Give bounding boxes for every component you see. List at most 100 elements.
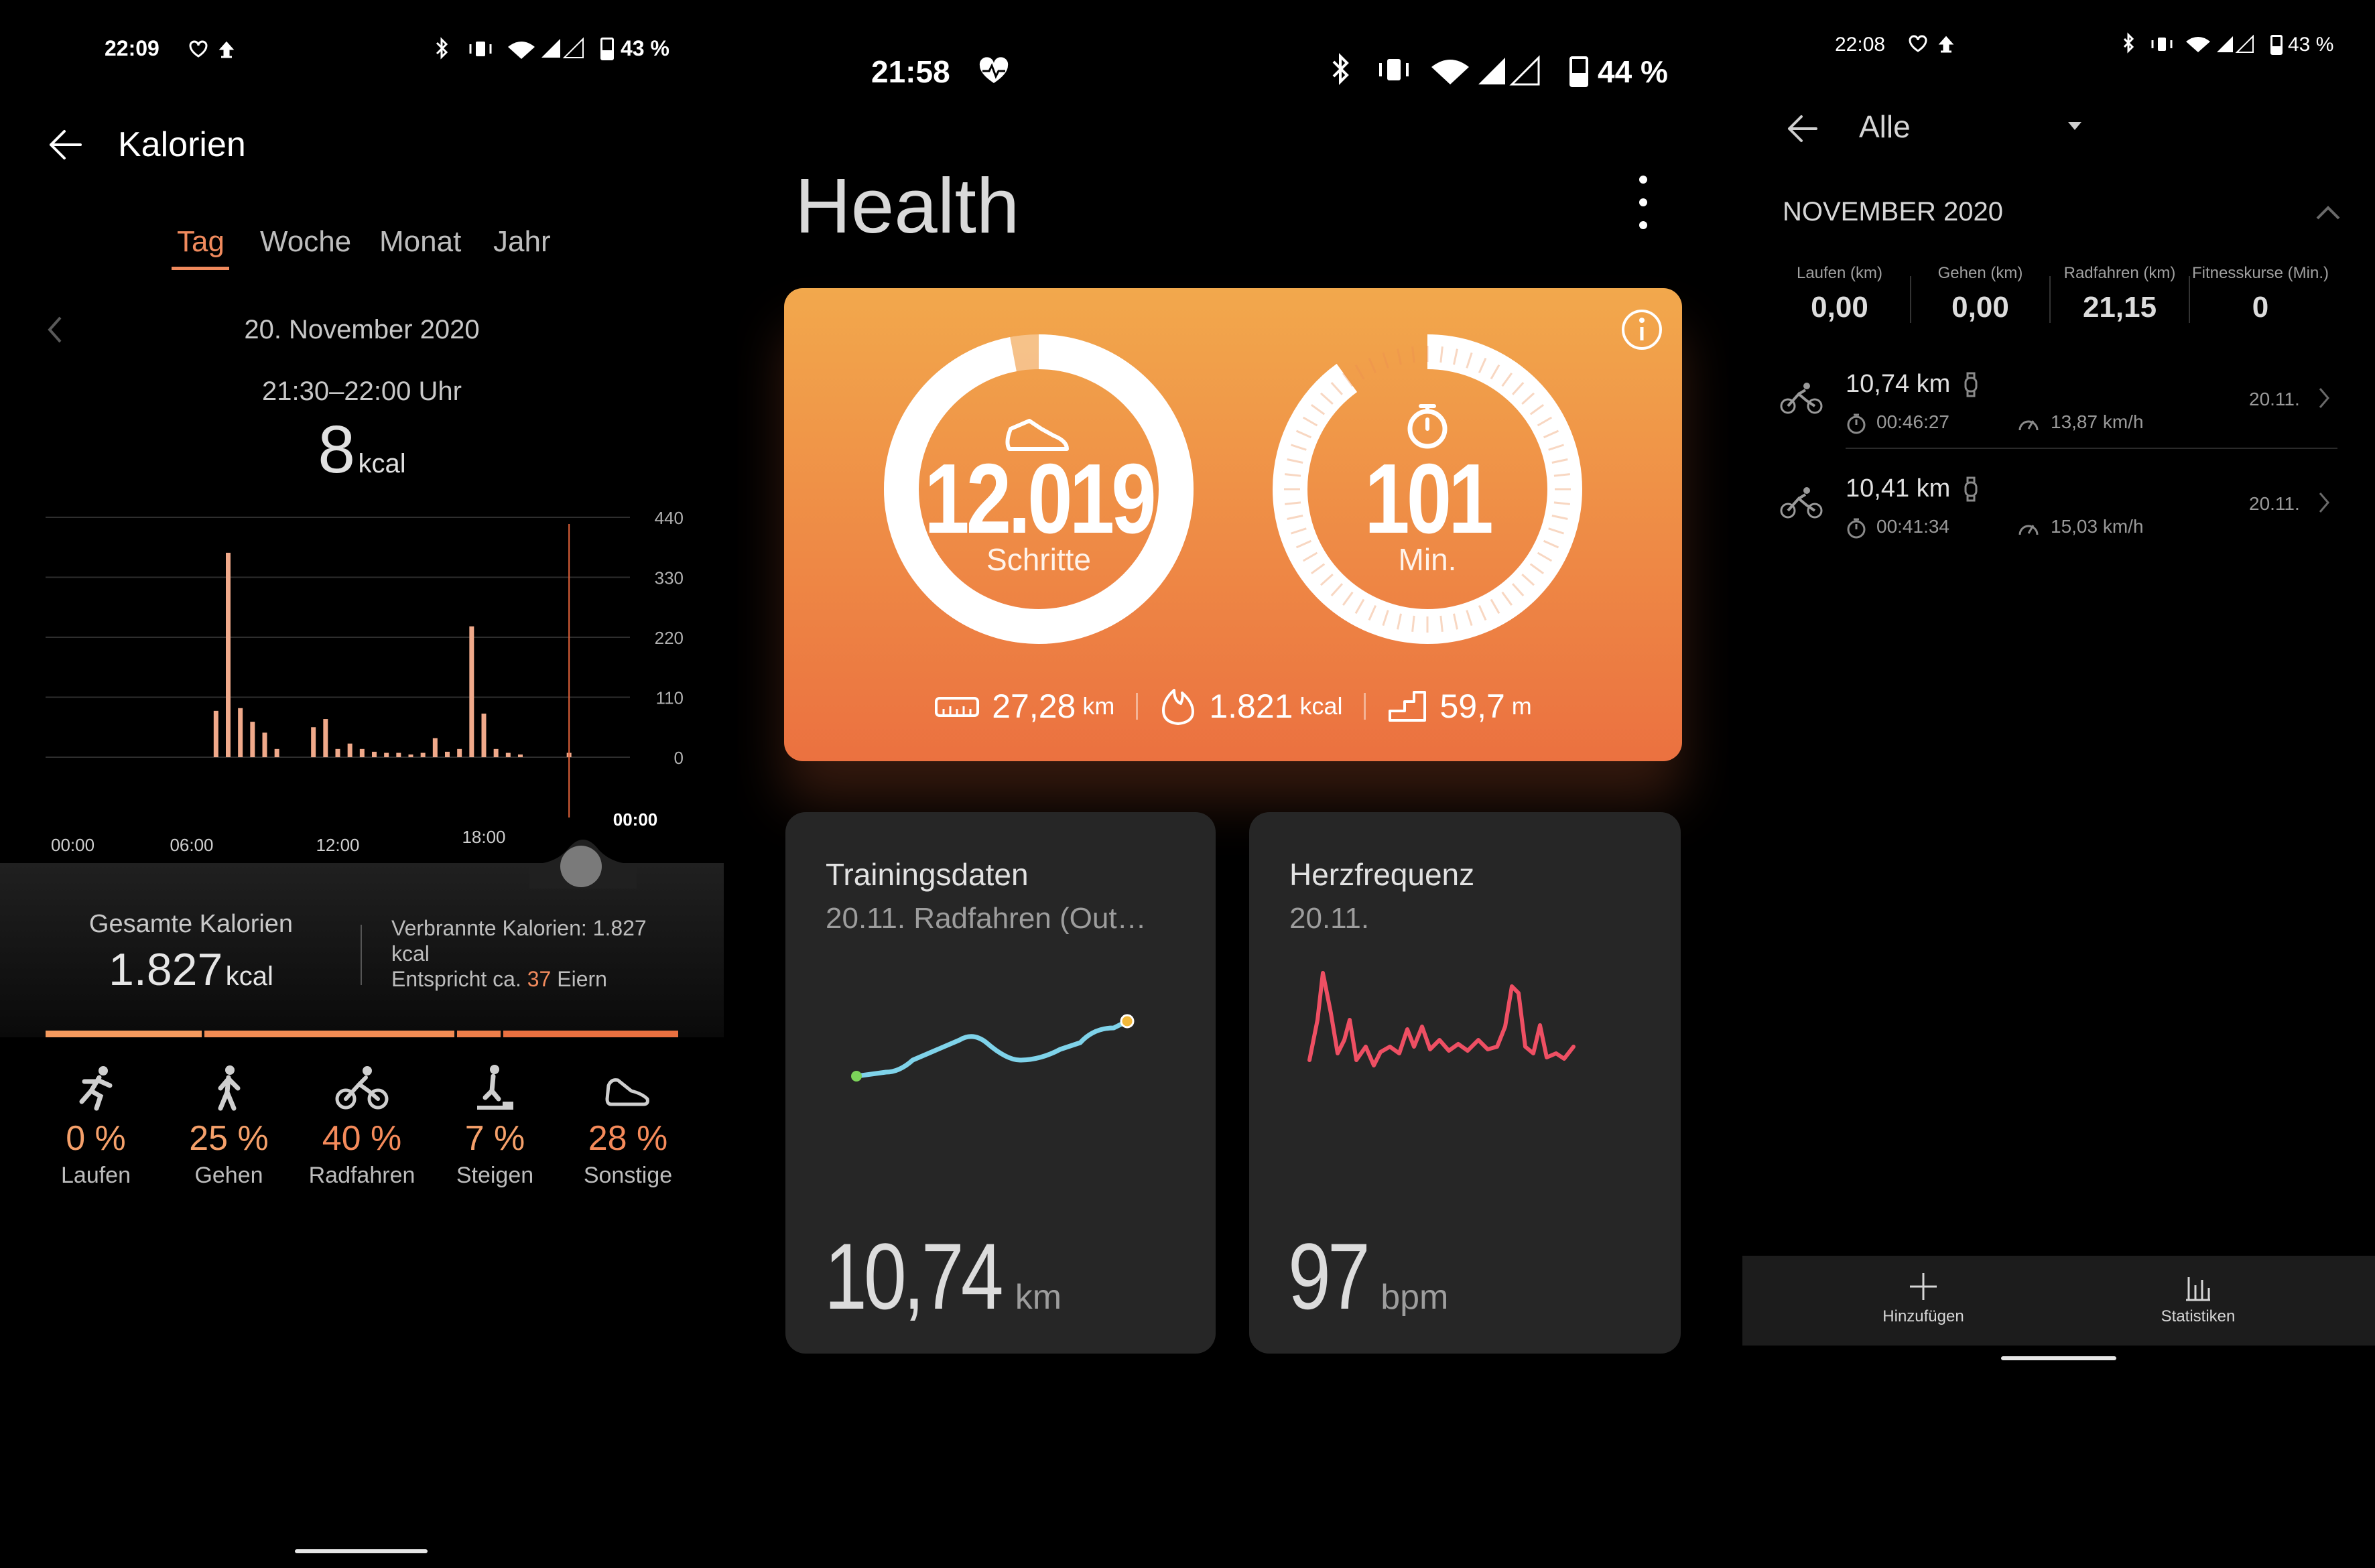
ring-tick — [1490, 364, 1500, 380]
calories-bar-chart: 440 330 220 110 0 00:00 06:00 12:00 18:00 00:00 — [46, 508, 684, 855]
cycling-label: Radfahren — [308, 1163, 415, 1188]
calorie-bar — [518, 754, 523, 757]
ring-tick — [1521, 574, 1535, 586]
record-row[interactable]: 10,74 km 00:46:27 13,87 km/h 20.11. — [1742, 362, 2375, 453]
time-slider-handle[interactable] — [560, 846, 602, 887]
stat-cycling-label: Radfahren (km) — [2063, 264, 2176, 282]
stat-walking-label: Gehen (km) — [1937, 264, 2023, 282]
calorie-bar — [445, 751, 450, 757]
training-distance-unit: km — [1015, 1278, 1062, 1317]
stat-fitness: Fitnesskurse (Min.) 0 — [2190, 264, 2331, 324]
calorie-bar — [408, 754, 413, 757]
ring-tick — [1512, 381, 1525, 395]
tab-jahr[interactable]: Jahr — [493, 225, 551, 258]
calorie-bar — [372, 751, 377, 757]
row-divider — [1846, 448, 2337, 449]
equiv-suffix: Eiern — [557, 967, 607, 991]
x-tick-label: 06:00 — [170, 835, 213, 855]
calorie-bar — [420, 753, 426, 757]
ring-tick — [1397, 613, 1402, 630]
heart-rate-sparkline — [1307, 971, 1576, 1067]
ring-tick — [1287, 515, 1303, 520]
heart-rate-card[interactable]: Herzfrequenz 20.11. 97 bpm — [1249, 812, 1681, 1354]
activity-running: 0 % Laufen — [29, 1064, 162, 1189]
status-system-icons — [2123, 32, 2254, 54]
climb-value: 59,7 — [1439, 688, 1505, 725]
equiv-prefix: Entspricht ca. — [391, 967, 521, 991]
ring-tick — [1285, 501, 1301, 505]
y-tick-label: 330 — [655, 568, 684, 588]
home-indicator[interactable] — [295, 1549, 428, 1553]
record-row[interactable]: 10,41 km 00:41:34 15,03 km/h 20.11. — [1742, 466, 2375, 558]
y-tick-label: 110 — [656, 688, 684, 708]
speedometer-icon — [2018, 525, 2039, 535]
route-preview — [851, 1014, 1135, 1082]
ring-tick — [1512, 583, 1525, 597]
burned-calories-text: Verbrannte Kalorien: 1.827 kcal Entspric… — [391, 915, 673, 992]
ring-tick — [1543, 430, 1559, 439]
ring-tick — [1291, 527, 1307, 535]
minutes-label: Min. — [1398, 542, 1457, 577]
record-speed: 13,87 km/h — [2051, 411, 2144, 432]
ring-tick — [1453, 348, 1458, 365]
ring-tick — [1354, 598, 1365, 614]
chevron-right-icon[interactable] — [2317, 386, 2331, 410]
y-tick-label: 220 — [655, 628, 684, 648]
stat-fitness-label: Fitnesskurse (Min.) — [2191, 264, 2329, 282]
activity-share-bar — [46, 1031, 678, 1037]
ring-tick — [1295, 430, 1312, 439]
training-title: Trainingsdaten — [826, 857, 1029, 892]
add-button[interactable]: Hinzufügen — [1823, 1272, 2024, 1326]
training-distance-value: 10,74 — [824, 1224, 1004, 1329]
minutes-ring — [1273, 334, 1582, 644]
battery-icon — [1569, 56, 1588, 87]
activity-walking: 25 % Gehen — [163, 1064, 296, 1189]
home-indicator[interactable] — [2001, 1356, 2116, 1360]
statistics-label: Statistiken — [2161, 1307, 2236, 1325]
tab-monat[interactable]: Monat — [379, 225, 462, 258]
calorie-bar — [238, 708, 243, 757]
dropdown-caret-icon[interactable] — [2067, 121, 2083, 131]
filter-dropdown[interactable]: Alle — [1859, 109, 1911, 144]
ring-tick — [1439, 615, 1443, 632]
status-notification-icons — [1909, 35, 1954, 53]
stat-walking: Gehen (km) 0,00 — [1911, 264, 2049, 324]
chevron-right-icon[interactable] — [2317, 491, 2331, 515]
stat-divider — [2189, 276, 2190, 323]
ring-tick — [1548, 444, 1564, 451]
previous-day-chevron-icon[interactable] — [46, 315, 66, 344]
record-speed: 15,03 km/h — [2051, 516, 2144, 537]
statistics-button[interactable]: Statistiken — [2098, 1272, 2299, 1326]
timer-icon — [1847, 413, 1866, 434]
activity-rings-card[interactable]: 12.019 Schritte 101 Min. 27,28 km 1.821 … — [784, 288, 1682, 761]
running-icon — [79, 1066, 113, 1111]
ring-tick — [1302, 416, 1318, 427]
more-options-icon[interactable] — [1635, 173, 1651, 233]
back-arrow-icon[interactable] — [46, 125, 86, 165]
climbing-percent: 7 % — [464, 1119, 525, 1158]
status-time: 22:09 — [105, 36, 159, 60]
distance-value: 27,28 — [992, 688, 1076, 725]
ring-tick — [1320, 392, 1334, 405]
ring-tick — [1478, 604, 1487, 621]
stairs-icon — [1389, 691, 1427, 722]
other-percent: 28 % — [588, 1119, 668, 1158]
summary-divider — [361, 925, 362, 985]
heart-rate: 97 bpm — [1288, 1222, 1448, 1331]
training-data-card[interactable]: Trainingsdaten 20.11. Radfahren (Out… 10… — [785, 812, 1216, 1354]
info-icon[interactable] — [1620, 308, 1663, 351]
stat-divider — [1910, 276, 1911, 323]
ring-tick — [1368, 357, 1377, 374]
stat-divider — [2049, 276, 2051, 323]
ring-tick — [1478, 357, 1487, 374]
collapse-chevron-icon[interactable] — [2315, 204, 2341, 221]
x-tick-label: 00:00 — [613, 809, 658, 830]
calorie-bar — [481, 713, 487, 757]
back-arrow-icon[interactable] — [1784, 110, 1821, 147]
ring-tick — [1501, 591, 1513, 606]
tab-woche[interactable]: Woche — [260, 225, 352, 258]
selected-value-unit: kcal — [358, 449, 406, 478]
status-time: 22:08 — [1835, 34, 1886, 56]
tab-tag[interactable]: Tag — [177, 225, 224, 258]
ring-tick — [1291, 444, 1307, 451]
